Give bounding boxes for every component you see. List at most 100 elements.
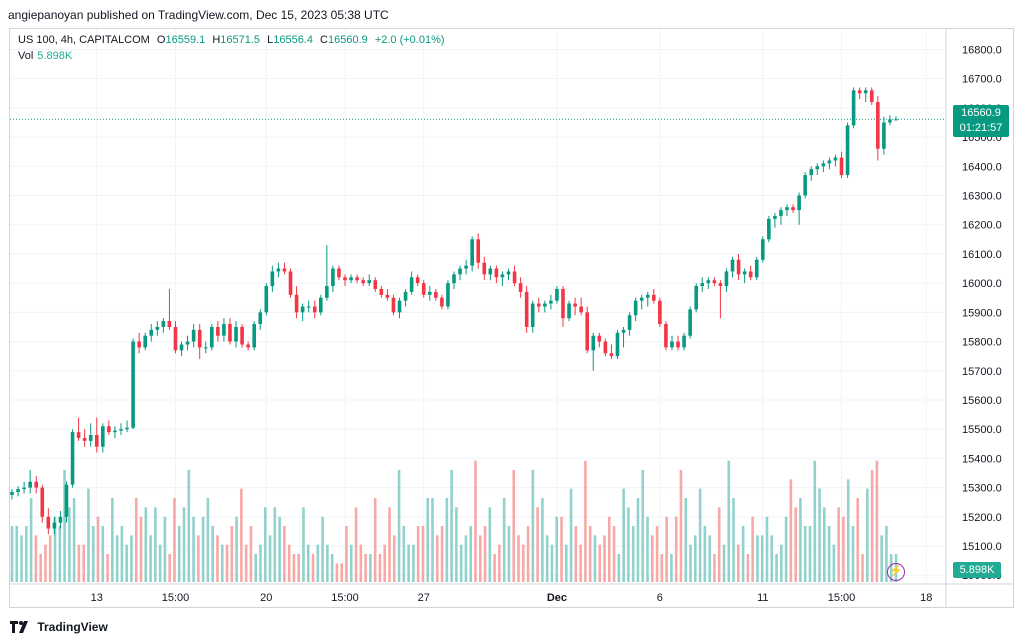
volume-bar: [459, 544, 463, 582]
candle-body: [597, 335, 602, 342]
volume-bar: [345, 526, 348, 582]
volume-bar: [741, 526, 745, 582]
volume-bar: [354, 507, 358, 582]
candle-body: [367, 280, 372, 284]
volume-bar: [861, 554, 864, 582]
x-tick-label: 20: [260, 592, 272, 604]
candle-body: [452, 274, 456, 284]
candle-body: [82, 437, 87, 441]
volume-bar: [464, 535, 468, 582]
candle-body: [863, 90, 868, 94]
candle-body: [179, 344, 184, 351]
volume-bar: [53, 516, 57, 582]
open-label: O: [156, 34, 166, 46]
volume-bar: [469, 526, 473, 582]
candle-body: [288, 271, 293, 295]
volume-bar: [72, 498, 76, 582]
volume-bar: [273, 507, 277, 582]
candle-body: [131, 341, 135, 428]
volume-bar: [689, 544, 692, 582]
candle-body: [718, 283, 723, 287]
candle-body: [876, 102, 880, 149]
low-label: L: [267, 34, 274, 46]
volume-bar: [211, 526, 214, 582]
candle-body: [282, 268, 287, 272]
candle-body: [712, 280, 717, 284]
volume-bar: [722, 544, 726, 582]
volume-bar: [187, 470, 191, 582]
volume-bar: [230, 526, 234, 582]
change-value: +2.0 (+0.01%): [374, 34, 445, 46]
volume-bar: [206, 498, 210, 582]
high-value: 16571.5: [220, 34, 261, 46]
candle-body: [518, 283, 523, 292]
y-tick-label: 16100.0: [962, 249, 1002, 261]
volume-bar: [311, 554, 315, 582]
volume-bar: [182, 507, 186, 582]
candle-body: [52, 522, 57, 529]
candle-body: [494, 268, 499, 278]
candle-body: [652, 294, 656, 301]
candle-body: [658, 300, 662, 325]
volume-bar: [727, 460, 731, 582]
volume-bar: [603, 535, 606, 582]
publish-info: angiepanoyan published on TradingView.co…: [8, 8, 389, 22]
volume-bar: [440, 526, 444, 582]
candle-body: [331, 268, 335, 287]
candle-body: [397, 300, 402, 313]
footer-branding[interactable]: TradingView: [10, 619, 108, 634]
volume-bar: [550, 544, 554, 582]
last-price-tag: 16560.9 01:21:57: [953, 105, 1009, 137]
candle-body: [197, 329, 202, 348]
volume-bar: [287, 544, 291, 582]
close-value: 16560.9: [328, 34, 368, 46]
symbol-label[interactable]: US 100, 4h, CAPITALCOM: [18, 34, 150, 46]
volume-bar: [564, 544, 568, 582]
volume-bar: [235, 516, 238, 582]
lightning-icon[interactable]: ⚡: [887, 563, 905, 581]
high-label: H: [212, 34, 221, 46]
volume-bar: [158, 544, 162, 582]
last-price-value: 16560.9: [961, 107, 1001, 119]
candle-body: [373, 280, 378, 289]
volume-bar: [63, 470, 66, 582]
volume-bar: [837, 507, 840, 582]
ohlc-legend: US 100, 4h, CAPITALCOM O16559.1 H16571.5…: [18, 34, 449, 46]
candle-body: [458, 268, 462, 275]
candle-body: [827, 160, 832, 164]
volume-bar: [240, 488, 243, 582]
candle-body: [270, 271, 275, 287]
volume-bar: [68, 507, 71, 582]
candle-body: [633, 300, 638, 316]
volume-bar: [698, 488, 702, 582]
volume-bar: [77, 544, 81, 582]
volume-bar: [617, 554, 621, 582]
volume-bar: [803, 526, 807, 582]
chart-frame[interactable]: [9, 28, 1014, 608]
volume-label[interactable]: Vol: [18, 50, 34, 62]
footer-brand-text: TradingView: [37, 619, 108, 634]
candle-body: [409, 277, 414, 292]
volume-bar: [144, 507, 148, 582]
volume-bar: [44, 544, 47, 582]
volume-bar: [536, 507, 539, 582]
x-tick-label: 6: [657, 592, 663, 604]
low-value: 16556.4: [273, 34, 313, 46]
candle-body: [155, 326, 160, 330]
candle-body: [440, 297, 444, 307]
candle-body: [149, 329, 154, 336]
candle-body: [543, 303, 547, 307]
volume-bar: [866, 488, 869, 582]
volume-bar: [111, 498, 114, 582]
volume-bar: [579, 544, 582, 582]
volume-bar: [827, 526, 831, 582]
volume-bar: [407, 544, 410, 582]
volume-bar: [646, 516, 649, 582]
volume-bar: [746, 554, 750, 582]
candle-body: [22, 487, 26, 490]
volume-bar: [775, 554, 778, 582]
x-tick-label: 13: [91, 592, 103, 604]
candle-body: [167, 321, 172, 327]
volume-bar: [39, 554, 42, 582]
